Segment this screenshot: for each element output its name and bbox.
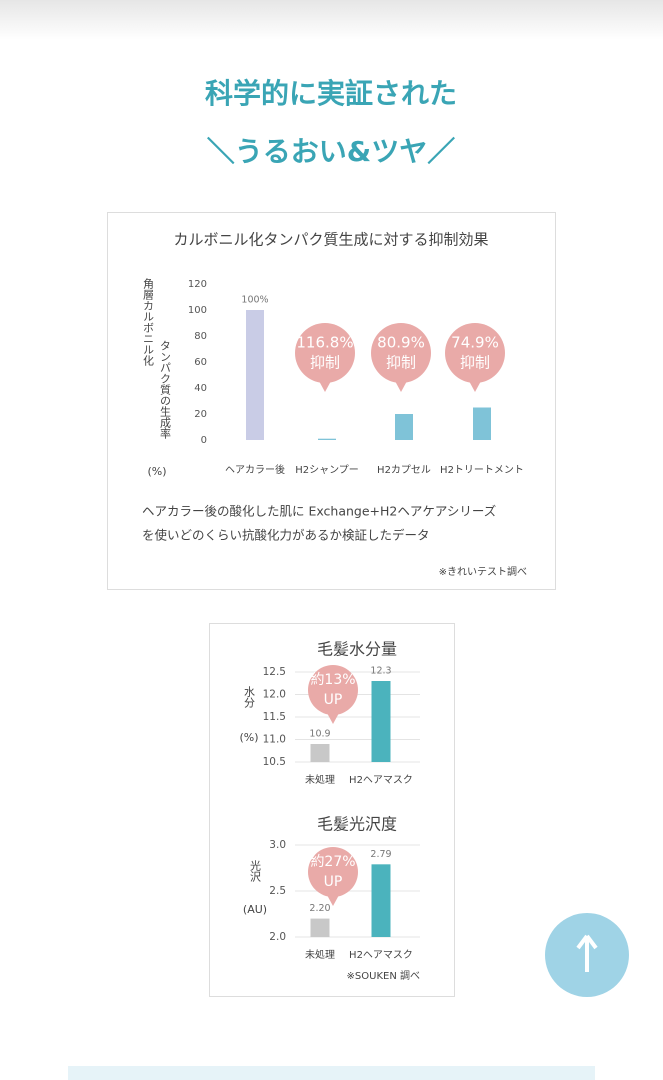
y-axis-unit: (%) [239, 731, 258, 744]
callout-bubble [371, 323, 431, 383]
callout-text: 抑制 [310, 354, 340, 372]
value-label: 100% [241, 295, 268, 306]
x-tick-label: H2ヘアマスク [349, 949, 413, 961]
x-tick-label: 未処理 [305, 773, 335, 786]
x-tick-label: ヘアカラー後 [225, 463, 285, 476]
y-axis-label: 角層カルボニル化 [142, 278, 155, 367]
chart-title: カルボニル化タンパク質生成に対する抑制効果 [173, 231, 488, 249]
y-tick-label: 3.0 [269, 839, 286, 851]
heading-subtitle: ＼うるおい&ツヤ／ [207, 135, 455, 168]
bar [473, 407, 491, 440]
callout-text: 抑制 [460, 354, 490, 372]
y-tick-label: 10.5 [263, 756, 286, 768]
y-tick-label: 20 [194, 409, 207, 420]
value-label: 10.9 [309, 729, 330, 740]
scroll-top-button[interactable] [545, 913, 629, 997]
value-label: 2.79 [370, 849, 391, 860]
next-section [68, 1066, 595, 1080]
callout-bubble [327, 713, 339, 724]
source-note: ※きれいテスト調べ [439, 565, 527, 578]
callout-text: UP [324, 874, 343, 890]
y-tick-label: 100 [188, 305, 207, 316]
bar [310, 744, 330, 762]
bar [318, 438, 336, 440]
y-tick-label: 2.5 [269, 885, 286, 897]
y-tick-label: 40 [194, 383, 207, 394]
y-tick-label: 60 [194, 357, 207, 368]
chart-title: 毛髪水分量 [317, 640, 397, 659]
callout-bubble [308, 847, 358, 897]
callout-text: 116.8% [296, 334, 353, 352]
x-tick-label: H2シャンプー [295, 464, 359, 476]
callout-bubble [295, 323, 355, 383]
callout-bubble [395, 381, 407, 392]
callout-bubble [469, 381, 481, 392]
callout-bubble [327, 895, 339, 906]
bar [246, 310, 264, 440]
callout-text: 約13% [310, 672, 355, 688]
callout-bubble [445, 323, 505, 383]
y-axis-unit: (%) [147, 465, 166, 478]
y-tick-label: 12.0 [263, 689, 286, 701]
y-axis-unit: (AU) [243, 903, 267, 916]
bar [371, 864, 391, 937]
value-label: 2.20 [309, 903, 330, 914]
source-note: ※SOUKEN 調べ [347, 969, 420, 982]
y-tick-label: 120 [188, 279, 207, 290]
note-text: を使いどのくらい抗酸化力があるか検証したデータ [142, 528, 430, 543]
y-tick-label: 11.5 [263, 711, 286, 723]
y-axis-label: タンパク質の生成率 [159, 340, 172, 440]
heading-title: 科学的に実証された [205, 77, 457, 110]
callout-bubble [308, 665, 358, 715]
bar [310, 918, 330, 937]
note-text: ヘアカラー後の酸化した肌に Exchange+H2ヘアケアシリーズ [142, 504, 496, 519]
x-tick-label: H2トリートメント [440, 465, 524, 476]
y-tick-label: 2.0 [269, 931, 286, 943]
x-tick-label: H2カプセル [377, 464, 431, 476]
y-axis-label: 水分 [243, 686, 256, 708]
callout-text: 80.9% [377, 334, 425, 352]
y-tick-label: 0 [201, 435, 207, 446]
y-tick-label: 80 [194, 331, 207, 342]
chart-box [107, 212, 556, 590]
bar [371, 681, 391, 762]
value-label: 12.3 [370, 666, 391, 677]
arrow-icon[interactable] [576, 934, 598, 972]
x-tick-label: H2ヘアマスク [349, 774, 413, 786]
callout-text: 74.9% [451, 334, 499, 352]
callout-text: 抑制 [386, 354, 416, 372]
chart-title: 毛髪光沢度 [317, 815, 397, 834]
y-tick-label: 12.5 [263, 666, 286, 678]
y-tick-label: 11.0 [263, 734, 286, 746]
x-tick-label: 未処理 [305, 948, 335, 961]
callout-text: UP [324, 692, 343, 708]
top-shadow [0, 0, 663, 40]
y-axis-label: 光沢 [249, 859, 262, 883]
bar [395, 414, 413, 440]
callout-text: 約27% [310, 854, 355, 870]
callout-bubble [319, 381, 331, 392]
